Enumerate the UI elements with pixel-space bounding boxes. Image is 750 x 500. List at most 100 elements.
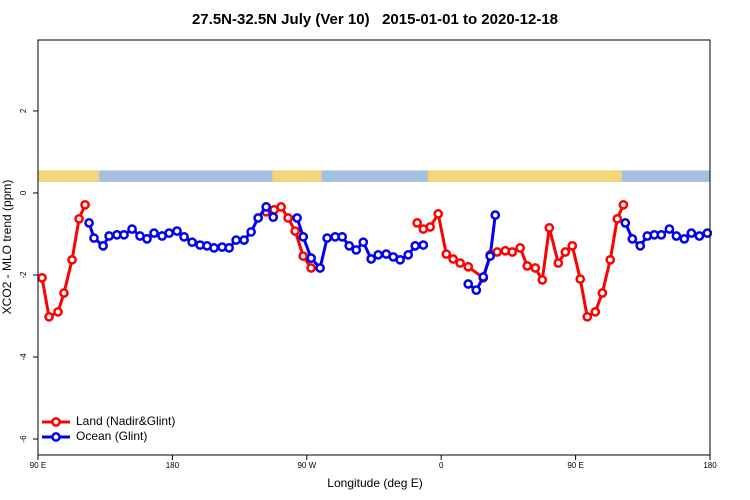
point [351,245,362,255]
x-tick-label: 90 E [30,461,46,470]
land-segment [427,170,622,182]
series-line [40,204,625,319]
point [283,213,293,223]
point [507,247,518,257]
point [656,229,667,240]
point [433,209,444,219]
point [268,212,279,223]
y-tick-label: -2 [19,271,28,279]
ocean-strip [38,170,710,182]
point [664,224,675,234]
point [485,251,496,261]
point [298,251,309,261]
point [44,311,54,322]
legend-marker [51,417,61,427]
point [553,258,564,268]
point [358,237,369,248]
point [530,263,541,273]
point [425,222,435,232]
point [179,231,189,242]
point [298,231,309,242]
point [463,279,474,289]
point [412,218,423,228]
point [149,228,159,238]
x-axis-title: Longitude (deg E) [327,476,422,490]
point [315,263,325,273]
point [560,247,571,257]
point [490,210,501,220]
y-axis-title: XCO2 - MLO trend (ppm) [0,180,14,315]
point [127,224,137,234]
point [253,213,263,223]
point [224,243,234,253]
legend-label: Land (Nadir&Glint) [76,414,175,428]
point [80,200,90,210]
point [209,243,219,253]
point [276,202,286,212]
point [395,254,405,265]
point [104,231,114,241]
point [522,261,533,271]
point [59,288,69,298]
point [84,218,94,228]
point [142,234,152,244]
point [53,307,63,317]
point [635,241,646,251]
point [448,254,458,264]
point [679,234,690,244]
point [187,237,197,248]
point [620,218,631,228]
point [172,226,182,236]
point [67,254,77,265]
point [627,234,638,244]
point [515,243,526,253]
point [582,311,593,322]
point [239,235,249,245]
point [119,229,129,240]
point [292,213,302,223]
point [618,200,629,210]
y-tick-label: -6 [19,435,28,443]
x-tick-label: 0 [439,461,444,470]
point [89,233,99,243]
point [164,228,174,238]
x-tick-label: 90 E [567,461,583,470]
point [612,213,623,224]
point [410,241,421,251]
point [471,285,482,295]
point [418,240,429,250]
point [441,249,452,259]
point [567,241,578,251]
y-tick-label: 2 [19,108,28,113]
point [290,226,301,236]
point [478,272,489,282]
point [373,250,384,260]
point [306,263,316,273]
point [366,254,377,264]
chart-title: 27.5N-32.5N July (Ver 10) 2015-01-01 to … [192,11,558,28]
point [337,231,348,242]
point [231,235,242,245]
point [246,227,256,237]
point [322,233,332,243]
y-tick-label: -4 [19,353,28,361]
point [344,241,355,251]
point [702,228,713,238]
point [261,202,272,212]
point [463,261,474,272]
point [403,250,414,260]
x-tick-label: 180 [703,461,717,470]
point [455,258,466,268]
point [671,231,682,241]
point [686,228,697,238]
plot-frame [37,39,711,456]
x-tick-label: 180 [166,461,180,470]
point [37,272,47,283]
point [306,253,316,264]
point [605,254,616,265]
point [98,241,108,251]
point [694,231,705,241]
legend-marker [51,432,61,442]
point [74,213,84,224]
